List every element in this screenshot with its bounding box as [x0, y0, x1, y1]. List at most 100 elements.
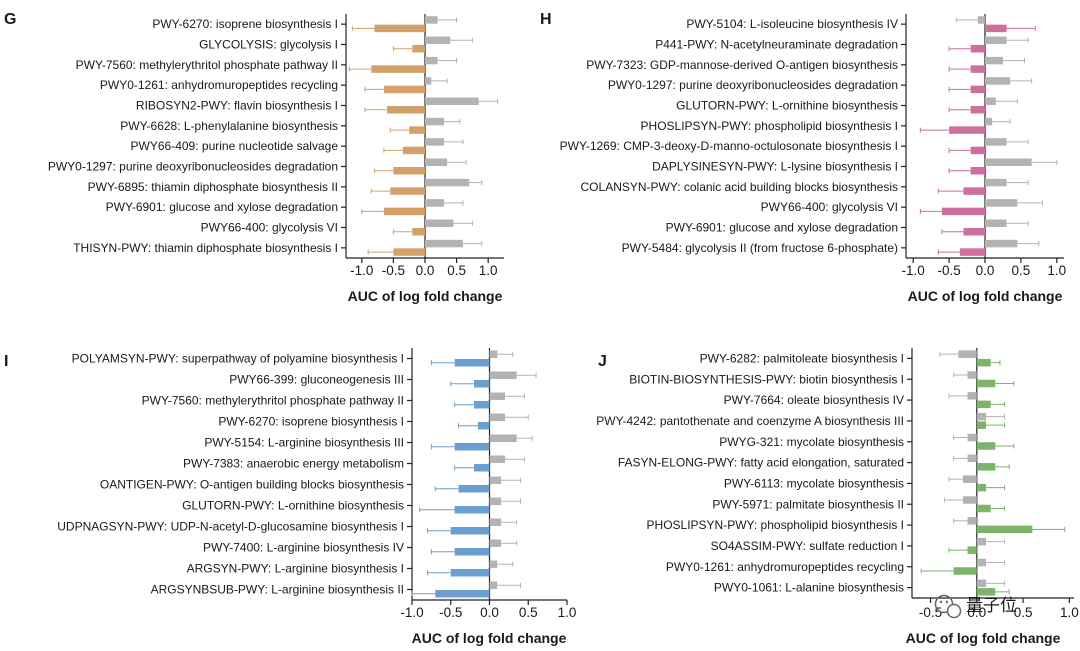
colored-bar [409, 126, 425, 134]
category-label: PWYG-321: mycolate biosynthesis [719, 435, 904, 449]
panel-label: H [540, 11, 552, 28]
grey-bar [489, 455, 505, 463]
colored-bar [474, 380, 490, 388]
panel-label: G [4, 11, 16, 28]
category-label: PWY-7383: anaerobic energy metabolism [183, 457, 404, 471]
colored-bar [963, 228, 985, 236]
category-label: POLYAMSYN-PWY: superpathway of polyamine… [72, 352, 404, 366]
colored-bar [390, 187, 425, 195]
x-tick-label: 0.0 [976, 263, 995, 278]
watermark-text: 量子位 [966, 596, 1017, 615]
grey-bar [958, 350, 977, 358]
grey-bar [985, 36, 1007, 44]
grey-bar [985, 56, 1003, 65]
colored-bar [402, 146, 425, 155]
colored-bar [976, 588, 996, 596]
grey-bar [425, 158, 448, 166]
category-label: PWY0-1061: L-alanine biosynthesis [714, 581, 904, 595]
category-label: PWY66-400: glycolysis VI [761, 200, 898, 214]
category-label: PWY66-409: purine nucleotide salvage [131, 139, 339, 153]
colored-bar [976, 504, 991, 513]
colored-bar [454, 359, 490, 367]
category-label: THISYN-PWY: thiamin diphosphate biosynth… [73, 241, 338, 255]
colored-bar [970, 146, 985, 155]
x-tick-label: 0.5 [447, 263, 466, 278]
colored-bar [976, 483, 987, 492]
grey-bar [489, 581, 498, 589]
colored-bar [412, 45, 425, 53]
colored-bar [953, 567, 977, 575]
grey-bar [967, 517, 977, 525]
category-label: UDPNAGSYN-PWY: UDP-N-acetyl-D-glucosamin… [57, 520, 404, 534]
grey-bar [985, 138, 1007, 146]
category-label: PWY66-399: gluconeogenesis III [229, 373, 404, 387]
colored-bar [976, 463, 996, 471]
x-axis-title: AUC of log fold change [908, 288, 1063, 304]
category-label: FASYN-ELONG-PWY: fatty acid elongation, … [618, 456, 904, 470]
category-label: PWY-7664: oleate biosynthesis IV [724, 393, 904, 407]
category-label: PWY0-1297: purine deoxyribonucleosides d… [608, 78, 898, 92]
category-label: PWY-5154: L-arginine biosynthesis III [204, 436, 404, 450]
category-label: PWY-7323: GDP-mannose-derived O-antigen … [586, 58, 898, 72]
category-label: GLUTORN-PWY: L-ornithine biosynthesis [182, 499, 404, 513]
colored-bar [970, 45, 985, 53]
category-label: OANTIGEN-PWY: O-antigen building blocks … [100, 478, 404, 492]
colored-bar [976, 400, 991, 409]
grey-bar [489, 392, 505, 400]
x-tick-label: -1.0 [902, 263, 925, 278]
grey-bar [425, 97, 479, 105]
grey-bar [425, 219, 454, 227]
grey-bar [489, 476, 502, 484]
category-label: DAPLYSINESYN-PWY: L-lysine biosynthesis … [652, 160, 898, 174]
x-tick-label: 1.0 [558, 605, 577, 620]
category-label: PHOSLIPSYN-PWY: phospholipid biosynthesi… [647, 518, 904, 532]
colored-bar [963, 187, 985, 195]
colored-bar [435, 590, 490, 598]
chart-panel-i: I -1.0 -0.5 0.0 0.5 1.0 AUC of log fold change… [4, 348, 576, 646]
colored-bar [454, 506, 490, 514]
colored-bar [450, 527, 490, 535]
category-label: PWY-6270: isoprene biosynthesis I [218, 415, 404, 429]
category-label: PWY-5971: palmitate biosynthesis II [712, 497, 904, 511]
category-label: GLYCOLYSIS: glycolysis I [199, 38, 338, 52]
grey-bar [985, 117, 993, 126]
x-tick-label: -0.5 [439, 605, 462, 620]
grey-bar [985, 158, 1032, 166]
category-label: PWY-1269: CMP-3-deoxy-D-manno-octulosona… [560, 139, 898, 153]
grey-bar [962, 475, 977, 483]
colored-bar [949, 126, 985, 134]
x-tick-label: 0.0 [480, 605, 499, 620]
colored-bar [976, 358, 991, 367]
colored-bar [450, 569, 490, 577]
panel-label: I [4, 353, 8, 370]
category-label: PWY-5104: L-isoleucine biosynthesis IV [686, 17, 898, 31]
colored-bar [371, 65, 425, 73]
colored-bar [454, 548, 490, 556]
grey-bar [425, 239, 463, 248]
x-tick-label: 0.0 [416, 263, 435, 278]
grey-bar [425, 117, 444, 126]
category-label: ARGSYNBSUB-PWY: L-arginine biosynthesis … [151, 583, 404, 597]
grey-bar [489, 539, 502, 547]
category-label: PWY0-1261: anhydromuropeptides recycling [100, 78, 338, 92]
x-axis-title: AUC of log fold change [906, 630, 1061, 646]
colored-bar [970, 106, 985, 114]
colored-bar [393, 248, 425, 256]
grey-bar [489, 518, 502, 526]
grey-bar [985, 239, 1018, 248]
grey-bar [489, 371, 517, 379]
colored-bar [967, 546, 977, 554]
category-label: PWY-7560: methylerythritol phosphate pat… [142, 394, 404, 408]
grey-bar [425, 56, 438, 65]
colored-bar [970, 167, 985, 175]
grey-bar [985, 219, 1007, 227]
colored-bar [474, 401, 490, 409]
colored-bar [477, 422, 490, 430]
grey-bar [425, 16, 438, 24]
colored-bar [959, 248, 985, 256]
x-tick-label: -0.5 [382, 263, 405, 278]
chart-panel-h: H -1.0 -0.5 0.0 0.5 1.0 AUC of log fold change… [540, 11, 1066, 304]
category-label: PWY-7560: methylerythritol phosphate pat… [76, 58, 338, 72]
x-tick-label: 1.0 [479, 263, 498, 278]
